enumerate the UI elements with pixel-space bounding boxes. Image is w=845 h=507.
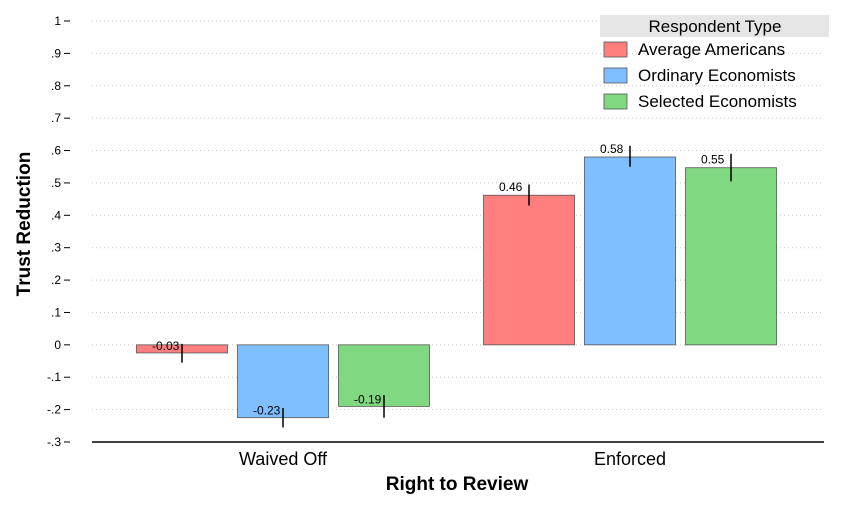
legend: Respondent Type Average Americans Ordinar…	[600, 15, 829, 111]
bar-average-americans-enforced	[483, 194, 575, 346]
y-tick-label: 1	[54, 14, 61, 28]
legend-title-background	[600, 15, 829, 37]
y-tick-label: .6	[51, 144, 61, 158]
data-label: 0.55	[701, 153, 725, 167]
legend-label: Ordinary Economists	[638, 66, 796, 85]
data-label: 0.58	[600, 142, 624, 156]
bars-group	[136, 156, 777, 419]
y-tick-label: .1	[51, 305, 61, 319]
data-label: -0.03	[152, 339, 180, 353]
y-axis-ticks: 1 .9 .8 .7 .6 .5 .4 .3 .2 .1 0 -.1 -.2 -.3	[47, 14, 70, 449]
x-axis-title: Right to Review	[386, 474, 529, 495]
data-label: -0.19	[354, 392, 382, 406]
y-tick-label: 0	[54, 338, 61, 352]
x-tick-label: Waived Off	[239, 449, 328, 469]
legend-swatch	[603, 93, 628, 110]
legend-items: Average Americans Ordinary Economists Sele…	[603, 40, 797, 111]
y-tick-label: -.2	[47, 403, 61, 417]
data-label: -0.23	[253, 404, 281, 418]
data-label: 0.46	[499, 180, 523, 194]
y-tick-label: .7	[51, 111, 61, 125]
y-tick-label: .8	[51, 79, 61, 93]
bar-selected-economists-enforced	[685, 167, 777, 346]
x-tick-label: Enforced	[594, 449, 666, 469]
y-tick-label: .9	[51, 46, 61, 60]
y-axis-title: Trust Reduction	[14, 152, 35, 297]
legend-swatch	[603, 41, 628, 58]
y-tick-label: .5	[51, 176, 61, 190]
y-tick-label: -.1	[47, 370, 61, 384]
y-tick-label: -.3	[47, 435, 61, 449]
bar-ordinary-economists-waived-off	[237, 344, 329, 419]
legend-swatch	[603, 67, 628, 84]
error-bars-group	[181, 145, 732, 428]
bar-ordinary-economists-enforced	[584, 156, 676, 346]
category-labels-group: Waived Off Enforced	[239, 449, 666, 469]
legend-label: Selected Economists	[638, 92, 797, 111]
y-tick-label: .3	[51, 241, 61, 255]
y-tick-label: .2	[51, 273, 61, 287]
data-labels-group: -0.03 -0.23 -0.19 0.46 0.58 0.55	[152, 142, 725, 418]
legend-label: Average Americans	[638, 40, 785, 59]
y-tick-label: .4	[51, 208, 61, 222]
legend-title: Respondent Type	[649, 17, 782, 36]
